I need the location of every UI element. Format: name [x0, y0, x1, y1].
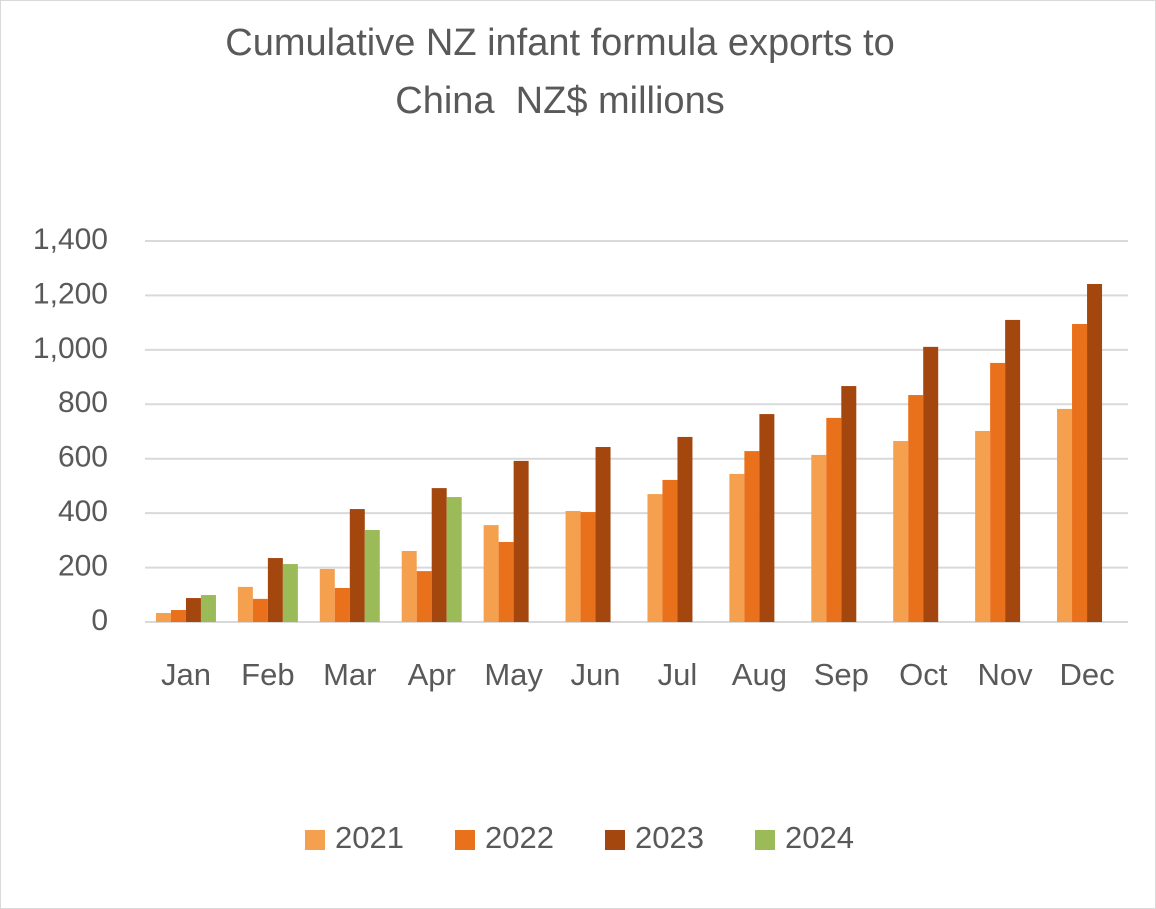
chart-title: Cumulative NZ infant formula exports to: [225, 22, 895, 64]
legend-swatch: [305, 830, 325, 850]
y-tick-label: 200: [58, 549, 108, 582]
bar: [744, 451, 760, 622]
bar: [893, 441, 909, 622]
x-tick-label: Jun: [571, 657, 621, 692]
bar: [401, 550, 417, 622]
bar: [319, 568, 335, 622]
x-tick-label: Mar: [323, 657, 376, 692]
legend-swatch: [755, 830, 775, 850]
legend-swatch: [605, 830, 625, 850]
bar: [580, 512, 596, 622]
legend-label: 2022: [485, 820, 554, 855]
bar: [677, 436, 693, 622]
legend-label: 2023: [635, 820, 704, 855]
bar: [155, 613, 171, 622]
bar: [1057, 408, 1073, 622]
bar: [334, 587, 350, 622]
x-tick-label: Dec: [1059, 657, 1114, 692]
bar: [729, 473, 745, 622]
bar: [975, 430, 991, 622]
bar: [446, 497, 462, 622]
bar: [431, 488, 447, 622]
bar: [498, 541, 514, 622]
legend-swatch: [455, 830, 475, 850]
bar: [170, 610, 186, 622]
y-tick-label: 1,000: [33, 332, 108, 365]
bar: [1087, 283, 1103, 622]
bar: [282, 564, 298, 622]
bar: [364, 530, 380, 622]
bar: [252, 598, 268, 622]
y-tick-label: 1,200: [33, 277, 108, 310]
bar: [923, 346, 939, 622]
bar: [595, 447, 611, 622]
bar: [237, 586, 253, 622]
bar: [759, 414, 775, 622]
x-tick-label: Aug: [732, 657, 787, 692]
bar: [647, 494, 663, 622]
legend-label: 2024: [785, 820, 854, 855]
bar: [565, 510, 581, 622]
y-tick-label: 600: [58, 441, 108, 474]
bar: [185, 598, 201, 622]
bar: [908, 395, 924, 622]
chart-title: China NZ$ millions: [395, 80, 724, 122]
x-tick-label: Feb: [241, 657, 294, 692]
y-tick-label: 0: [91, 604, 108, 637]
x-tick-label: May: [484, 657, 543, 692]
bar: [1005, 319, 1021, 622]
bar: [990, 362, 1006, 622]
x-tick-label: Sep: [814, 657, 869, 692]
bar: [841, 386, 857, 622]
bar: [349, 509, 365, 622]
y-tick-label: 800: [58, 386, 108, 419]
bar: [826, 417, 842, 622]
x-tick-label: Oct: [899, 657, 948, 692]
bar: [811, 454, 827, 622]
bar: [662, 479, 678, 622]
bar: [483, 525, 499, 622]
x-tick-label: Jul: [658, 657, 698, 692]
x-tick-label: Jan: [161, 657, 211, 692]
legend-label: 2021: [335, 820, 404, 855]
bar: [267, 558, 283, 622]
bar: [1072, 324, 1088, 622]
bar: [513, 460, 529, 622]
bar: [200, 595, 216, 622]
y-tick-label: 400: [58, 495, 108, 528]
x-tick-label: Apr: [408, 657, 456, 692]
x-tick-label: Nov: [978, 657, 1034, 692]
y-tick-label: 1,400: [33, 223, 108, 256]
bar: [416, 571, 432, 622]
